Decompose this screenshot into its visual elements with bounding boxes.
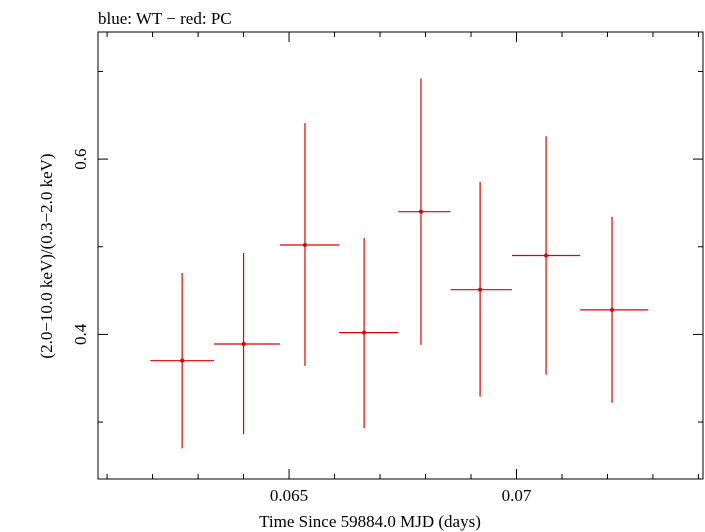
x-tick-label: 0.07 [502,486,532,505]
x-axis-label: Time Since 59884.0 MJD (days) [259,512,481,531]
data-point [478,287,483,292]
data-series [150,78,649,449]
data-point-group [398,78,451,345]
data-point-group [580,216,649,403]
y-axis-label: (2.0−10.0 keV)/(0.3−2.0 keV) [37,153,56,358]
data-point [418,209,423,214]
data-point [180,358,185,363]
data-point-group [511,136,581,375]
data-point [241,342,246,347]
data-point-group [450,181,512,397]
data-point [362,330,367,335]
data-point-group [150,273,214,449]
y-tick-label: 0.4 [71,323,90,345]
data-point [610,307,615,312]
x-axis: 0.065 0.07 [106,32,699,505]
data-point [302,242,307,247]
data-point [544,253,549,258]
data-point-group [339,237,399,429]
data-point-group [213,252,280,435]
data-point-group [279,123,340,366]
x-tick-label: 0.065 [270,486,308,505]
chart-title: blue: WT − red: PC [98,9,232,28]
y-axis: 0.4 0.6 [71,70,703,423]
y-tick-label: 0.6 [71,148,90,169]
plot-frame [97,31,704,480]
